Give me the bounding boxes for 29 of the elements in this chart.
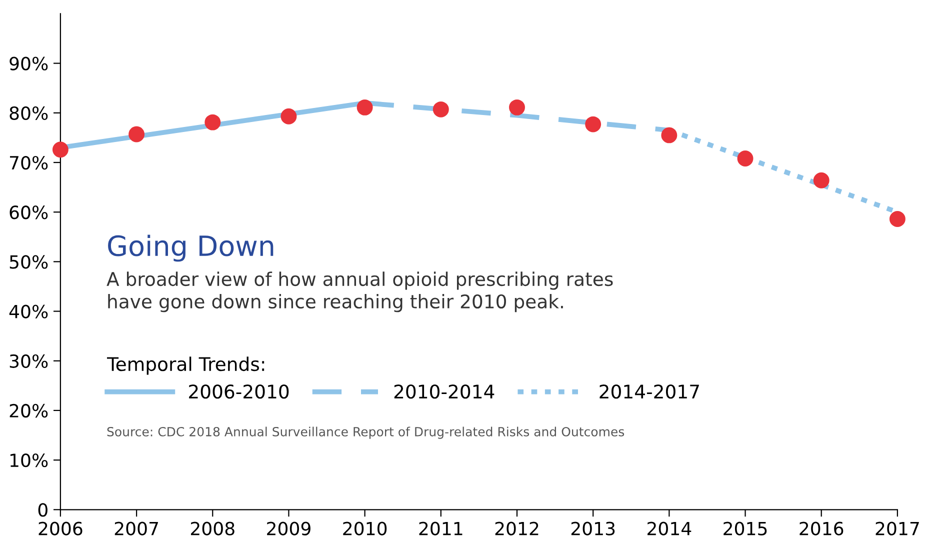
x-tick-label: 2012 — [495, 522, 538, 536]
y-tick-label: 30% — [10, 354, 48, 368]
y-tick-label: 40% — [9, 304, 48, 318]
legend-label: 2014-2017 — [600, 384, 699, 399]
x-tick-label: 2016 — [800, 522, 844, 536]
y-tick-label: 70% — [10, 156, 48, 170]
x-tick-label: 2010 — [343, 522, 387, 536]
text: Going Down — [108, 234, 274, 262]
y-tick-label: 60% — [10, 206, 48, 220]
y-tick-label: 0 — [38, 503, 48, 517]
y-tick-label: 20% — [10, 404, 48, 418]
legend-title: Temporal Trends: — [107, 356, 264, 375]
x-tick-label: 2015 — [724, 522, 767, 536]
legend-label: 2010-2014 — [394, 384, 494, 399]
annotation: Source: CDC 2018 Annual Surveillance Report of Drug-related Risks and Outcomes — [107, 426, 624, 439]
legend-label: 2006-2010 — [189, 384, 289, 399]
y-tick-label: 10% — [10, 454, 48, 468]
x-tick-label: 2017 — [876, 522, 919, 536]
x-tick-label: 2009 — [267, 522, 310, 536]
x-tick-label: 2007 — [114, 522, 158, 536]
y-tick-label: 50% — [10, 255, 48, 269]
x-tick-label: 2006 — [38, 522, 82, 536]
x-tick-label: 2008 — [190, 522, 234, 536]
x-tick-label: 2011 — [419, 522, 462, 536]
x-tick-label: 2014 — [648, 522, 692, 536]
y-tick-label: 90% — [10, 56, 48, 70]
x-tick-label: 2013 — [571, 522, 615, 536]
text: A broader view of how annual opioid prescribing rates have gone down since reaching their 2010 peak. — [106, 272, 613, 312]
y-tick-label: 80% — [10, 106, 48, 120]
